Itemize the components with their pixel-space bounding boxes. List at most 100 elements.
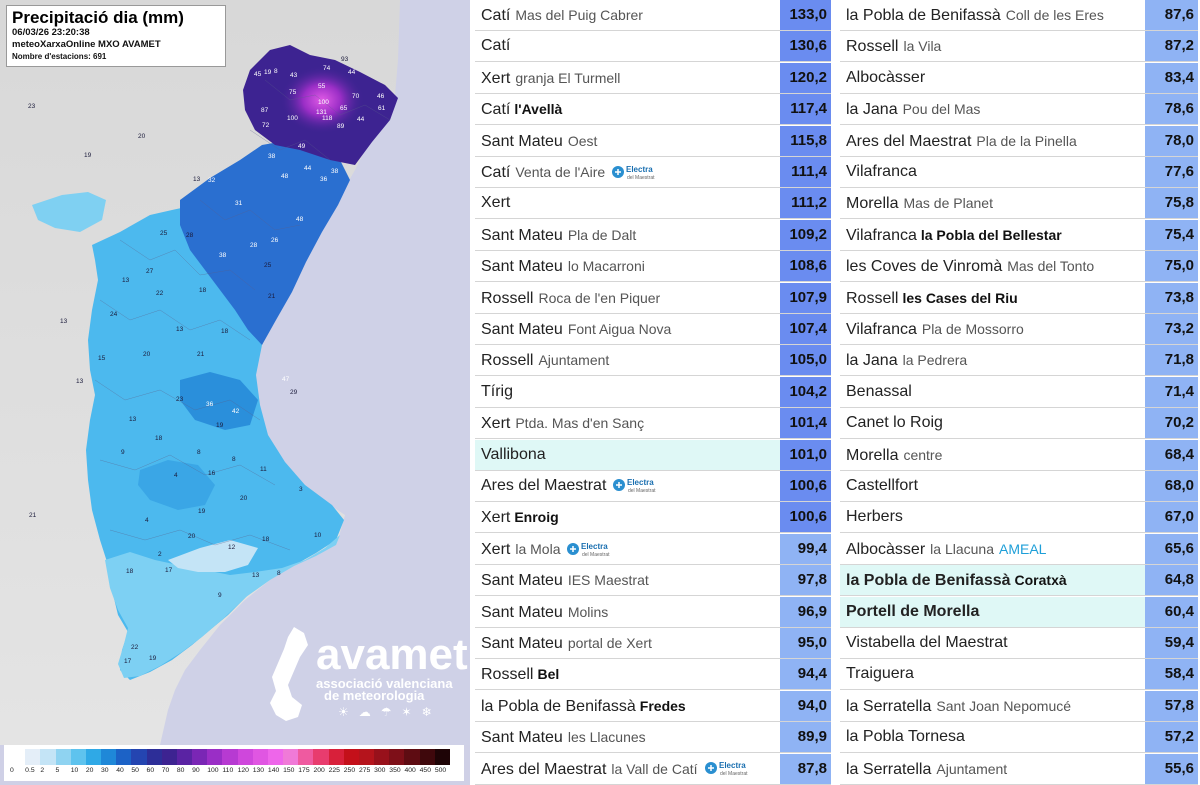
station-row: Xert Ptda. Mas d'en Sanç 101,4 xyxy=(475,408,831,440)
station-value: 25 xyxy=(264,262,272,269)
legend-label: 500 xyxy=(434,767,447,774)
precip-value: 67,0 xyxy=(1145,502,1198,533)
station-location: Font Aigua Nova xyxy=(567,321,672,337)
municipality-name: Morella xyxy=(846,446,899,464)
municipality-name: Sant Mateu xyxy=(481,132,563,150)
station-name-cell: Albocàsser xyxy=(840,63,1151,93)
station-location: Molins xyxy=(567,603,609,620)
station-value: 16 xyxy=(208,470,216,477)
station-value: 47 xyxy=(282,376,290,383)
legend-color-scale xyxy=(10,749,450,765)
area-west-small xyxy=(32,192,106,232)
precip-value: 77,6 xyxy=(1145,157,1198,187)
station-row: Catí Mas del Puig Cabrer 133,0 xyxy=(475,0,831,31)
station-row: Albocàsser la Llacuna AMEAL 65,6 xyxy=(840,533,1198,565)
station-value: 15 xyxy=(98,355,106,362)
precipitation-legend: 0 0.5 2 5 10 20 30 40 50 60 70 80 90 100 110 120 130 140 1… xyxy=(4,745,464,781)
station-value: 49 xyxy=(298,143,306,150)
station-value: 21 xyxy=(268,293,276,300)
station-row: Sant Mateu lo Macarroni 108,6 xyxy=(475,251,831,283)
station-name-cell: Morella Mas de Planet xyxy=(840,188,1151,218)
station-value: 31 xyxy=(235,200,243,207)
legend-label: 50 xyxy=(131,767,139,774)
precip-value: 64,8 xyxy=(1145,565,1198,596)
station-name-cell: Rossell les Cases del Riu xyxy=(840,283,1151,313)
municipality-name: Vilafranca xyxy=(846,321,917,338)
municipality-name: Rossell xyxy=(481,289,534,307)
station-value: 18 xyxy=(262,536,270,543)
station-row: la Serratella Sant Joan Nepomucé 57,8 xyxy=(840,690,1198,722)
municipality-name: Catí xyxy=(481,101,511,119)
legend-swatch xyxy=(358,749,375,765)
precip-value: 94,4 xyxy=(780,659,831,690)
station-value-labels: 9374445510013111889447065466175431008772… xyxy=(28,56,386,665)
precip-value: 101,0 xyxy=(780,439,831,470)
station-name-cell: Sant Mateu Pla de Dalt xyxy=(475,220,786,250)
station-location: centre xyxy=(903,446,943,463)
precip-value: 75,4 xyxy=(1145,219,1198,250)
municipality-name: la Jana xyxy=(846,352,898,370)
area-south xyxy=(105,535,340,678)
legend-label: 450 xyxy=(419,767,431,774)
station-name-cell: la Pobla de Benifassà Coratxà xyxy=(840,565,1151,596)
station-location: Mas del Puig Cabrer xyxy=(515,7,643,23)
station-value: 93 xyxy=(341,56,349,63)
ameal-network-label: AMEAL xyxy=(998,540,1047,557)
precip-value: 57,8 xyxy=(1145,690,1198,721)
station-value: 9 xyxy=(121,449,125,456)
station-value: 44 xyxy=(357,116,365,123)
station-name-cell: la Jana Pou del Mas xyxy=(840,94,1151,124)
municipality-name: la Pobla Tornesa xyxy=(846,728,965,746)
station-location: Pla de la Pinella xyxy=(976,132,1077,149)
station-row: Sant Mateu IES Maestrat 97,8 xyxy=(475,565,831,597)
station-name-cell: Xert Enroig xyxy=(475,502,786,532)
logo-wordmark: avamet xyxy=(316,630,468,679)
station-name-cell: Portell de Morella xyxy=(840,596,1151,627)
legend-swatch xyxy=(313,749,329,765)
station-row: la Jana Pou del Mas 78,6 xyxy=(840,94,1198,126)
station-row: Catí 130,6 xyxy=(475,31,831,63)
station-value: 2 xyxy=(158,551,162,558)
station-row: Sant Mateu portal de Xert 95,0 xyxy=(475,628,831,659)
station-row: la Serratella Ajuntament 55,6 xyxy=(840,753,1198,785)
station-row: Ares del Maestrat Pla de la Pinella 78,0 xyxy=(840,125,1198,157)
municipality-name: Xert xyxy=(481,509,511,527)
legend-label: 175 xyxy=(298,767,310,774)
station-value: 12 xyxy=(228,544,236,551)
legend-label: 2 xyxy=(40,767,45,774)
station-name-cell: Xert granja El Turmell xyxy=(475,63,786,93)
station-name-cell: Canet lo Roig xyxy=(840,408,1151,438)
station-name-cell: Vistabella del Maestrat xyxy=(840,628,1151,658)
map-canvas: 9374445510013111889447065466175431008772… xyxy=(0,0,470,745)
municipality-name: Sant Mateu xyxy=(481,258,563,276)
municipality-name: Canet lo Roig xyxy=(846,414,943,432)
station-row: Catí Venta de l'Aire Electra del Maestrat 11… xyxy=(475,157,831,188)
station-name-cell: Vallibona xyxy=(475,439,786,470)
legend-label: 150 xyxy=(283,767,295,774)
legend-label: 0 xyxy=(10,767,14,774)
legend-label: 40 xyxy=(116,767,124,774)
station-value: 131 xyxy=(316,109,327,116)
station-location: la Vall de Catí xyxy=(611,760,698,777)
legend-swatch xyxy=(328,749,344,765)
precip-value: 70,2 xyxy=(1145,408,1198,439)
map-station-count: Nombre d'estacions: 691 xyxy=(12,52,107,61)
precip-value: 100,6 xyxy=(780,502,831,533)
station-name-cell: Sant Mateu portal de Xert xyxy=(475,628,786,658)
station-name-cell: Ares del Maestrat Electra del Maestrat xyxy=(475,471,786,501)
station-value: 20 xyxy=(143,351,151,358)
station-value: 8 xyxy=(197,449,201,456)
municipality-name: Ares del Maestrat xyxy=(481,760,607,778)
station-value: 13 xyxy=(252,572,260,579)
station-location: granja El Turmell xyxy=(515,69,621,86)
station-name-cell: la Pobla Tornesa xyxy=(840,722,1151,752)
municipality-name: Vallibona xyxy=(481,445,546,463)
precip-value: 130,6 xyxy=(780,31,831,62)
municipality-name: Herbers xyxy=(846,508,903,526)
station-location: Fredes xyxy=(639,697,686,714)
legend-swatch xyxy=(85,749,102,765)
station-value: 74 xyxy=(323,65,331,72)
station-value: 19 xyxy=(216,422,224,429)
station-value: 25 xyxy=(160,230,168,237)
